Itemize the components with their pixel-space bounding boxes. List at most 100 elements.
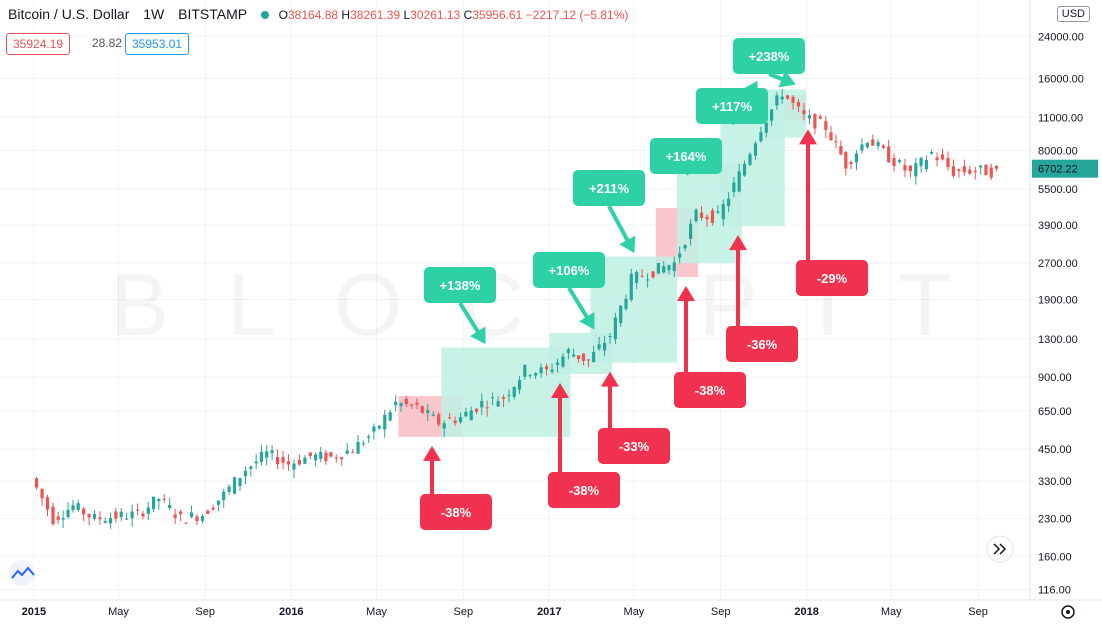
- time-tick-label: May: [108, 606, 129, 618]
- high-value: 38261.39: [350, 8, 401, 22]
- candle-body: [908, 165, 913, 172]
- price-tick-label: 1900.00: [1038, 295, 1078, 307]
- candle-body: [716, 211, 720, 213]
- candle-body: [501, 397, 506, 399]
- sell-price-box[interactable]: 35924.19: [6, 33, 71, 55]
- candle-body: [345, 450, 349, 454]
- candle-body: [994, 166, 999, 169]
- candle-body: [103, 521, 107, 523]
- callout-label: +106%: [549, 263, 590, 278]
- callout-arrowhead: [677, 285, 695, 301]
- symbol-title[interactable]: Bitcoin / U.S. Dollar: [8, 6, 130, 22]
- candle-body: [775, 95, 779, 106]
- callout-label: -38%: [569, 483, 600, 498]
- candle-body: [561, 356, 565, 367]
- pullback-callout: -29%: [796, 129, 868, 296]
- candles-group: [34, 89, 999, 529]
- candle-body: [635, 272, 639, 283]
- callout-arrowhead: [799, 129, 817, 145]
- candle-body: [764, 122, 768, 133]
- candle-body: [507, 395, 511, 397]
- candle-body: [791, 96, 795, 103]
- candle-body: [572, 354, 576, 357]
- candle-body: [672, 262, 676, 272]
- candle-body: [184, 522, 188, 524]
- candle-body: [92, 513, 97, 519]
- price-tick-label: 16000.00: [1038, 73, 1084, 85]
- candle-body: [876, 142, 880, 147]
- candle-body: [474, 408, 479, 412]
- tradingview-cloud-icon[interactable]: [9, 560, 35, 586]
- callout-arrowhead: [619, 235, 636, 254]
- callout-label: +117%: [712, 99, 753, 114]
- candle-body: [844, 152, 848, 169]
- candle-body: [437, 414, 441, 425]
- rally-callout: +106%: [533, 252, 605, 330]
- candle-body: [136, 509, 140, 511]
- candle-body: [935, 157, 939, 161]
- candle-body: [404, 398, 408, 405]
- callout-badge: [548, 472, 620, 508]
- candle-body: [51, 506, 55, 525]
- callout-arrowhead: [551, 383, 569, 399]
- callout-badge: [650, 138, 722, 174]
- candle-body: [442, 423, 446, 429]
- callout-label: -36%: [747, 337, 778, 352]
- candle-body: [705, 216, 709, 220]
- candle-body: [34, 478, 39, 488]
- buy-price-box[interactable]: 35953.01: [125, 33, 190, 55]
- candle-body: [426, 410, 430, 413]
- double-chevron-right-icon[interactable]: [986, 535, 1014, 563]
- callout-arrowhead: [470, 326, 486, 345]
- candle-body: [586, 359, 591, 361]
- candle-body: [286, 461, 291, 465]
- candle-body: [431, 414, 435, 416]
- candle-body: [597, 344, 601, 349]
- gear-ring: [1061, 605, 1075, 619]
- candle-body: [329, 452, 333, 457]
- gear-icon[interactable]: [1061, 605, 1075, 619]
- candle-body: [903, 165, 907, 171]
- candle-body: [168, 504, 172, 509]
- currency-button[interactable]: USD: [1056, 6, 1090, 22]
- candle-body: [523, 364, 527, 377]
- time-tick-label: May: [366, 606, 387, 618]
- candle-body: [930, 152, 934, 154]
- candle-body: [259, 451, 264, 463]
- candle-body: [308, 452, 312, 456]
- rally-callout: +164%: [650, 138, 722, 176]
- candle-body: [566, 349, 571, 354]
- candle-body: [66, 509, 70, 518]
- candle-body: [179, 511, 183, 515]
- candle-body: [854, 153, 859, 163]
- time-tick-label: May: [881, 606, 902, 618]
- candle-body: [737, 171, 741, 192]
- candle-body: [496, 401, 500, 407]
- candle-body: [678, 253, 682, 258]
- rally-callout: +238%: [733, 38, 805, 88]
- candle-body: [871, 139, 875, 146]
- candle-body: [613, 317, 618, 340]
- candle-body: [351, 452, 355, 454]
- candle-body: [946, 158, 950, 168]
- candle-body: [796, 102, 801, 107]
- interval-label[interactable]: 1W: [143, 6, 165, 22]
- spread-value: 28.82: [86, 33, 129, 53]
- candle-body: [491, 397, 495, 399]
- candle-body: [130, 511, 134, 519]
- candle-body: [683, 245, 687, 249]
- candle-body: [807, 115, 812, 119]
- rally-callout: +117%: [696, 80, 768, 126]
- market-open-icon: [260, 10, 269, 19]
- candle-body: [940, 154, 945, 160]
- candle-body: [340, 457, 344, 460]
- candle-body: [732, 182, 736, 193]
- candle-body: [881, 145, 885, 148]
- candle-body: [699, 212, 704, 218]
- candle-body: [555, 362, 560, 366]
- callout-arrowhead: [601, 371, 619, 387]
- time-tick-label: May: [624, 606, 645, 618]
- price-tick-label: 450.00: [1038, 444, 1072, 456]
- candle-body: [303, 457, 307, 464]
